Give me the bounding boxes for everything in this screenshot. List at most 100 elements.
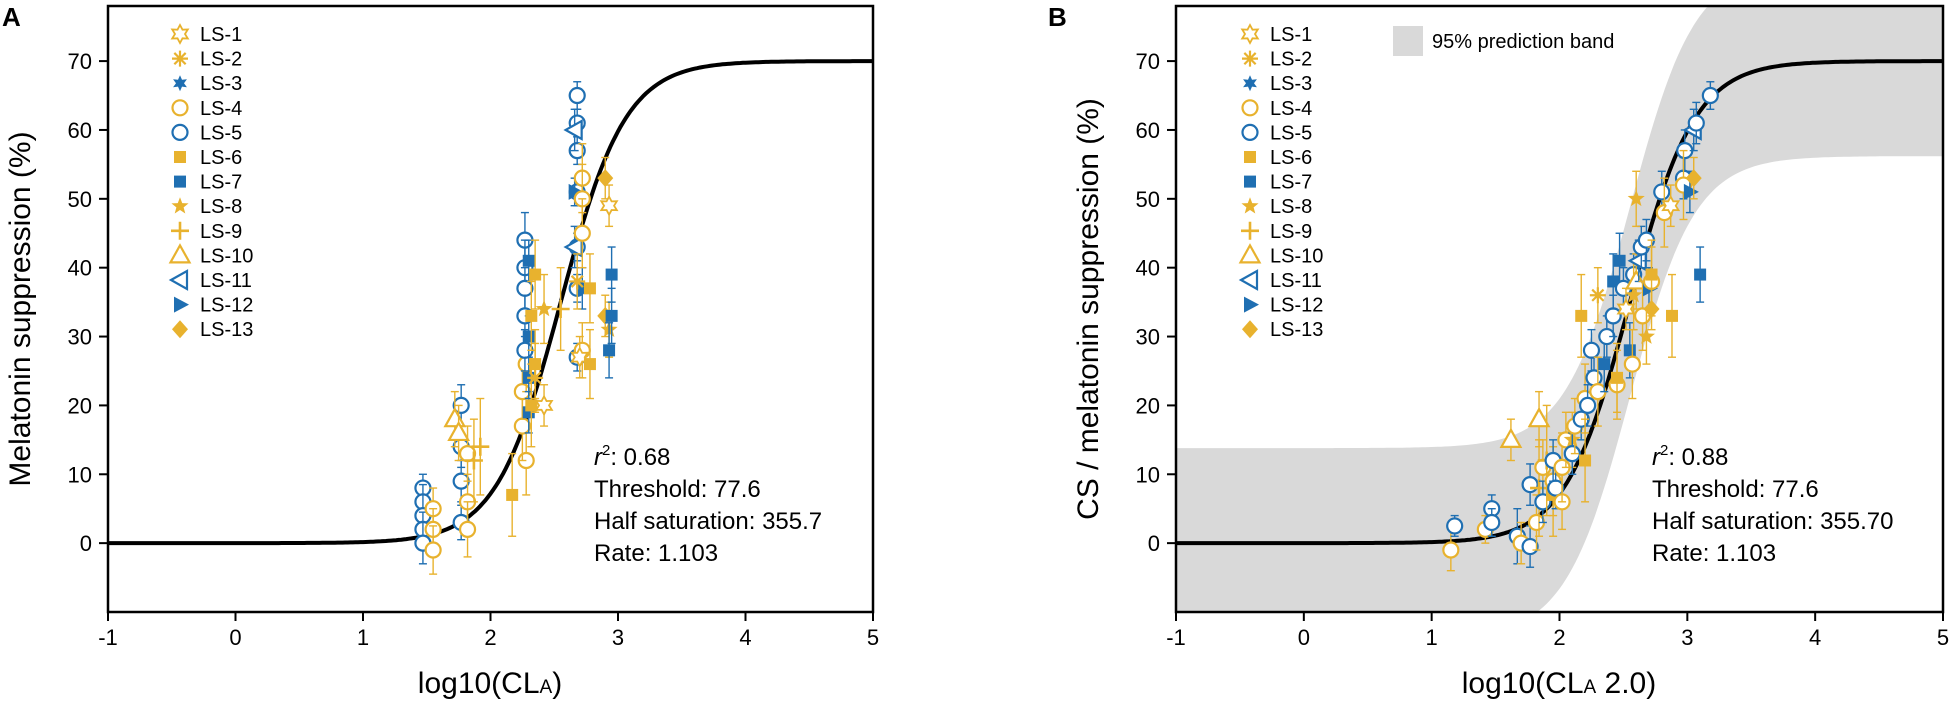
data-point-ls-7 [1613, 232, 1626, 290]
y-tick-label: 60 [68, 118, 92, 143]
legend-item: LS-11 [168, 269, 252, 292]
marker-circle-open [1604, 307, 1622, 325]
marker-circle-open [1701, 86, 1719, 105]
x-tick-label: 0 [1298, 625, 1310, 650]
data-point-ls-5 [1579, 384, 1597, 427]
legend-label: LS-8 [1270, 196, 1312, 218]
y-tick-label: 70 [1136, 49, 1160, 74]
legend-marker [1241, 99, 1259, 117]
data-point-ls-5 [568, 81, 586, 110]
x-tick-label: 1 [1426, 625, 1438, 650]
marker-star5 [1625, 286, 1643, 303]
data-point-ls-5 [1521, 463, 1539, 506]
band-legend: 95% prediction band [1393, 26, 1614, 56]
legend-marker [168, 269, 189, 291]
marker-square [525, 309, 538, 322]
data-point-ls-7 [1694, 246, 1707, 303]
marker-asterisk [527, 369, 544, 386]
marker-star5 [1627, 189, 1645, 207]
marker-square [1694, 268, 1707, 281]
legend-item: LS-9 [1241, 221, 1312, 243]
legend-label: LS-12 [200, 295, 253, 317]
marker-square [1611, 371, 1624, 384]
legend-item: LS-12 [1244, 295, 1323, 317]
legend-label: LS-2 [1270, 49, 1312, 71]
data-point-ls-2 [527, 342, 544, 413]
legend-marker [1241, 123, 1259, 141]
legend-marker [171, 99, 189, 117]
y-tick-label: 0 [80, 531, 92, 556]
r2-text: r2: 0.88 [1652, 442, 1728, 471]
legend-label: LS-10 [200, 245, 253, 267]
legend-label: LS-11 [1270, 270, 1322, 292]
legend-marker [1238, 269, 1259, 291]
marker-circle-open [1579, 396, 1597, 415]
legend-item: LS-13 [172, 319, 253, 341]
data-point-ls-9 [464, 418, 483, 503]
legend-item: LS-10 [1238, 243, 1323, 267]
data-point-ls-6 [1611, 342, 1624, 413]
x-tick-label: -1 [98, 625, 118, 650]
y-tick-label: 10 [1136, 462, 1160, 487]
legend-label: LS-11 [200, 270, 252, 292]
legend-marker [1242, 320, 1258, 339]
legend-item: LS-7 [1244, 172, 1312, 194]
y-tick-label: 70 [68, 49, 92, 74]
fit-statistics: r2: 0.88 Threshold: 77.6 Half saturation… [1652, 442, 1894, 567]
legend-item: LS-1 [1240, 23, 1312, 46]
data-point-ls-6 [529, 239, 542, 310]
data-point-ls-1 [570, 335, 590, 379]
legend-marker [1244, 296, 1259, 313]
legend-marker [172, 50, 188, 67]
marker-circle-open [1653, 183, 1671, 201]
marker-square [529, 268, 542, 281]
legend-label: LS-13 [1270, 319, 1323, 341]
legend-label: LS-1 [200, 24, 242, 46]
legend-item: LS-9 [171, 221, 242, 243]
x-axis-label: log10(CLA 2.0) [1462, 667, 1656, 700]
data-point-ls-7 [605, 287, 618, 345]
legend-item: LS-13 [1242, 319, 1323, 341]
data-point-ls-5 [1637, 218, 1656, 262]
legend-marker [1242, 50, 1258, 67]
marker-triangle-up-open [1527, 406, 1551, 428]
marker-square [603, 344, 616, 357]
y-tick-label: 30 [68, 325, 92, 350]
y-axis-label: CS / melatonin suppression (%) [1072, 98, 1105, 520]
data-point-ls-5 [1446, 514, 1464, 537]
data-point-ls-6 [506, 452, 519, 537]
marker-square [1623, 344, 1636, 357]
x-tick-label: 0 [229, 625, 241, 650]
panel-label: A [2, 2, 21, 32]
legend-item: LS-4 [1241, 98, 1312, 120]
data-point-ls-7 [603, 322, 616, 379]
legend-marker [174, 175, 186, 188]
legend-label: LS-5 [200, 122, 242, 144]
legend-item: LS-1 [170, 23, 242, 46]
threshold-text: Threshold: 77.6 [1652, 476, 1819, 503]
data-point-ls-6 [583, 253, 596, 324]
data-point-ls-1 [599, 184, 619, 228]
marker-star6-open [570, 346, 590, 369]
marker-diamond [1685, 169, 1702, 188]
marker-plus [471, 437, 490, 456]
legend-marker [168, 243, 192, 264]
y-tick-label: 40 [1136, 256, 1160, 281]
marker-circle-open [1442, 541, 1460, 559]
legend-label: LS-8 [200, 196, 242, 218]
legend-marker [172, 320, 188, 339]
legend-item: LS-2 [172, 49, 242, 71]
legend: LS-1LS-2LS-3LS-4LS-5LS-6LS-7LS-8LS-9LS-1… [168, 23, 253, 341]
y-tick-label: 40 [68, 256, 92, 281]
legend-marker [1244, 175, 1256, 188]
legend-marker [171, 197, 189, 214]
marker-square [1613, 254, 1626, 267]
marker-square [525, 399, 538, 412]
marker-star5 [1637, 327, 1655, 344]
marker-circle-open [513, 417, 531, 435]
marker-asterisk [569, 273, 586, 290]
x-tick-label: 2 [1553, 625, 1565, 650]
data-point-ls-5 [1483, 508, 1501, 537]
